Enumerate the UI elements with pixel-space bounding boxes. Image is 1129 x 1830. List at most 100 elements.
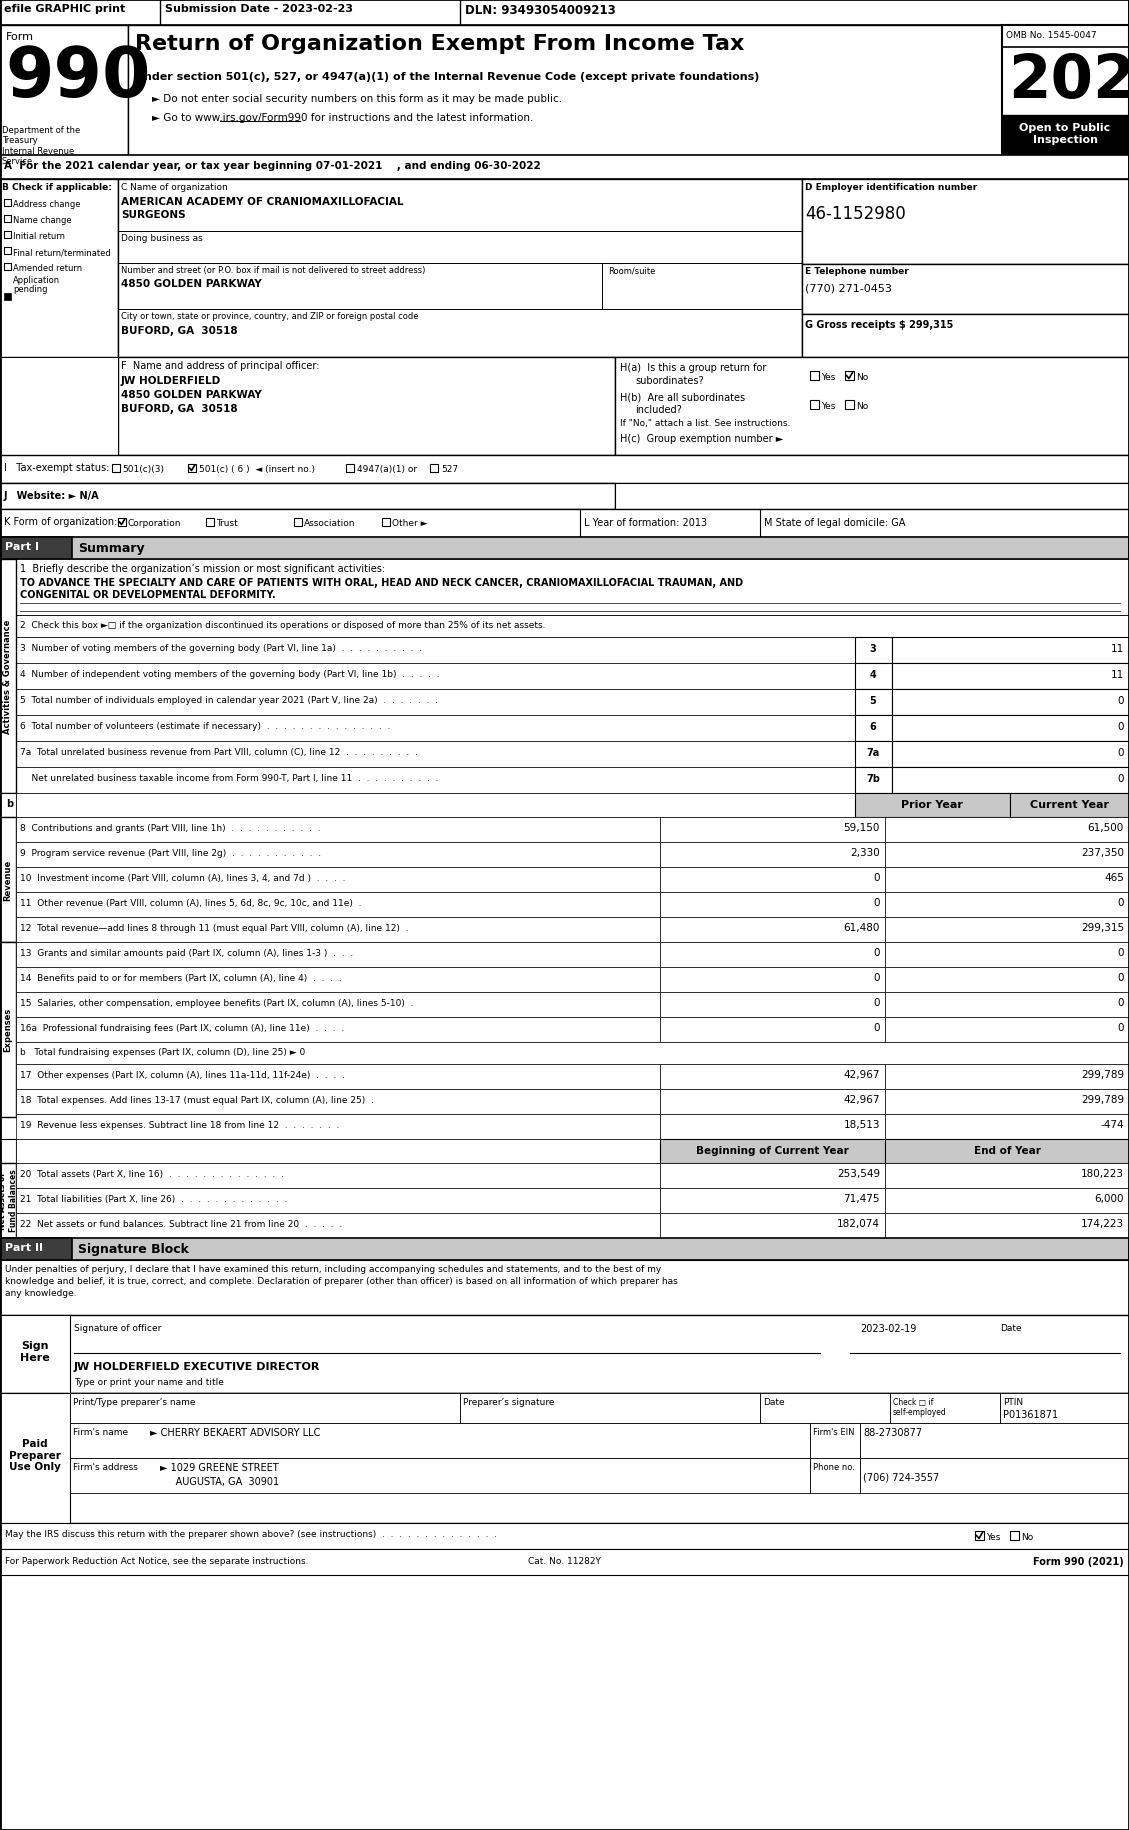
Bar	[16, 1164, 660, 1188]
Bar	[16, 1140, 660, 1164]
Text: 19  Revenue less expenses. Subtract line 18 from line 12  .  .  .  .  .  .  .: 19 Revenue less expenses. Subtract line …	[20, 1120, 340, 1129]
Text: 88-2730877: 88-2730877	[863, 1427, 922, 1437]
Text: Room/suite: Room/suite	[609, 265, 655, 274]
Text: Yes: Yes	[986, 1532, 1000, 1541]
Text: Paid
Preparer
Use Only: Paid Preparer Use Only	[9, 1438, 61, 1471]
Bar	[802, 265, 1129, 315]
Text: Date: Date	[763, 1398, 785, 1405]
Bar	[5, 247, 11, 254]
Bar	[70, 1424, 809, 1459]
Text: Name change: Name change	[14, 216, 71, 225]
Text: Print/Type preparer’s name: Print/Type preparer’s name	[73, 1398, 195, 1405]
Text: 0: 0	[1118, 748, 1124, 758]
Text: Type or print your name and title: Type or print your name and title	[75, 1378, 224, 1387]
Text: BUFORD, GA  30518: BUFORD, GA 30518	[121, 326, 237, 337]
Text: Association: Association	[304, 518, 356, 527]
Text: No: No	[856, 403, 868, 410]
Bar	[189, 465, 196, 472]
Bar	[660, 1089, 885, 1114]
Bar	[16, 1114, 660, 1140]
Text: No: No	[856, 373, 868, 382]
Text: 14  Benefits paid to or for members (Part IX, column (A), line 4)  .  .  .  .: 14 Benefits paid to or for members (Part…	[20, 974, 342, 983]
Text: 7a: 7a	[866, 748, 879, 758]
Text: 0: 0	[1118, 972, 1124, 983]
Text: 71,475: 71,475	[843, 1193, 879, 1204]
Text: 10  Investment income (Part VIII, column (A), lines 3, 4, and 7d )  .  .  .  .: 10 Investment income (Part VIII, column …	[20, 873, 345, 882]
Bar	[760, 1393, 890, 1424]
Bar	[0, 1261, 1129, 1316]
Bar	[855, 690, 892, 716]
Bar	[660, 942, 885, 968]
Text: 17  Other expenses (Part IX, column (A), lines 11a-11d, 11f-24e)  .  .  .  .: 17 Other expenses (Part IX, column (A), …	[20, 1071, 344, 1080]
Text: I   Tax-exempt status:: I Tax-exempt status:	[5, 463, 110, 472]
Text: 1  Briefly describe the organization’s mission or most significant activities:: 1 Briefly describe the organization’s mi…	[20, 564, 385, 573]
Bar	[860, 1424, 1129, 1459]
Text: 18  Total expenses. Add lines 13-17 (must equal Part IX, column (A), line 25)  .: 18 Total expenses. Add lines 13-17 (must…	[20, 1096, 374, 1103]
Text: F  Name and address of principal officer:: F Name and address of principal officer:	[121, 361, 320, 371]
Bar	[16, 968, 660, 992]
Text: E Telephone number: E Telephone number	[805, 267, 909, 276]
Bar	[294, 518, 301, 527]
Text: 237,350: 237,350	[1080, 847, 1124, 858]
Bar	[0, 818, 16, 942]
Text: 4947(a)(1) or: 4947(a)(1) or	[357, 465, 417, 474]
Bar	[16, 637, 855, 664]
Text: C Name of organization: C Name of organization	[121, 183, 228, 192]
Text: 0: 0	[1118, 997, 1124, 1008]
Text: 8  Contributions and grants (Part VIII, line 1h)  .  .  .  .  .  .  .  .  .  .  : 8 Contributions and grants (Part VIII, l…	[20, 824, 321, 833]
Text: 2021: 2021	[1008, 51, 1129, 112]
Bar	[885, 1213, 1129, 1239]
Bar	[855, 637, 892, 664]
Text: Firm's name: Firm's name	[73, 1427, 128, 1437]
Bar	[0, 1393, 1129, 1523]
Bar	[885, 1188, 1129, 1213]
Bar	[0, 456, 1129, 483]
Text: 180,223: 180,223	[1080, 1168, 1124, 1179]
Bar	[0, 0, 1129, 26]
Bar	[119, 179, 802, 359]
Text: 61,500: 61,500	[1087, 822, 1124, 833]
Bar	[809, 371, 819, 381]
Text: M State of legal domicile: GA: M State of legal domicile: GA	[764, 518, 905, 527]
Bar	[16, 664, 855, 690]
Text: 0: 0	[1118, 1023, 1124, 1032]
Text: 22  Net assets or fund balances. Subtract line 21 from line 20  .  .  .  .  .: 22 Net assets or fund balances. Subtract…	[20, 1219, 342, 1228]
Bar	[860, 1459, 1129, 1493]
Bar	[885, 1140, 1129, 1164]
Text: Form: Form	[6, 31, 34, 42]
Text: H(c)  Group exemption number ►: H(c) Group exemption number ►	[620, 434, 784, 443]
Text: efile GRAPHIC print: efile GRAPHIC print	[5, 4, 125, 15]
Text: Yes: Yes	[821, 403, 835, 410]
Text: 0: 0	[1118, 695, 1124, 706]
Bar	[0, 1239, 1129, 1261]
Text: 6: 6	[869, 721, 876, 732]
Bar	[885, 893, 1129, 917]
Bar	[660, 1017, 885, 1043]
Text: 7a  Total unrelated business revenue from Part VIII, column (C), line 12  .  .  : 7a Total unrelated business revenue from…	[20, 748, 418, 756]
Text: Other ►: Other ►	[392, 518, 428, 527]
Text: subordinates?: subordinates?	[634, 375, 703, 386]
Bar	[855, 741, 892, 767]
Bar	[1010, 794, 1129, 818]
Bar	[885, 1114, 1129, 1140]
Bar	[885, 942, 1129, 968]
Text: OMB No. 1545-0047: OMB No. 1545-0047	[1006, 31, 1096, 40]
Text: Firm's address: Firm's address	[73, 1462, 138, 1471]
Text: P01361871: P01361871	[1003, 1409, 1058, 1420]
Bar	[0, 359, 119, 456]
Text: Initial return: Initial return	[14, 232, 65, 242]
Text: 16a  Professional fundraising fees (Part IX, column (A), line 11e)  .  .  .  .: 16a Professional fundraising fees (Part …	[20, 1023, 344, 1032]
Text: 59,150: 59,150	[843, 822, 879, 833]
Bar	[1003, 26, 1129, 156]
Bar	[0, 1550, 1129, 1576]
Bar	[16, 842, 660, 867]
Text: A  For the 2021 calendar year, or tax year beginning 07-01-2021    , and ending : A For the 2021 calendar year, or tax yea…	[5, 161, 541, 170]
Bar	[0, 483, 615, 511]
Text: L Year of formation: 2013: L Year of formation: 2013	[584, 518, 707, 527]
Bar	[5, 216, 11, 223]
Bar	[885, 968, 1129, 992]
Text: H(b)  Are all subordinates: H(b) Are all subordinates	[620, 392, 745, 403]
Text: 5: 5	[869, 695, 876, 706]
Text: Application: Application	[14, 276, 60, 285]
Bar	[0, 560, 16, 794]
